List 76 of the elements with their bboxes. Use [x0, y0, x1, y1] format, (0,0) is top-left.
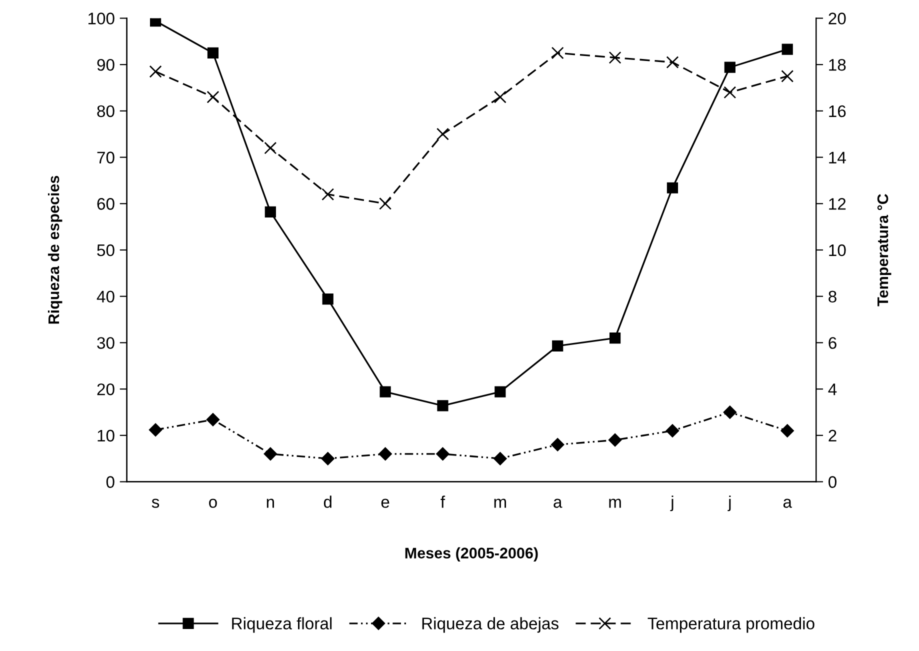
- y-tick-label: 90: [97, 58, 114, 71]
- y-tick-label: 60: [97, 198, 114, 210]
- point: [782, 44, 793, 55]
- y-tick-label: 40: [96, 290, 114, 303]
- x-tick-label: a: [554, 498, 562, 508]
- point: [148, 423, 162, 436]
- point: [149, 65, 162, 78]
- point: [380, 386, 391, 398]
- point: [609, 332, 621, 344]
- point: [436, 447, 450, 461]
- point: [206, 413, 220, 426]
- point: [322, 188, 334, 201]
- point: [322, 294, 334, 305]
- point: [207, 47, 219, 59]
- point: [781, 70, 794, 82]
- y-tick-label: 0: [106, 476, 114, 488]
- point: [608, 433, 622, 447]
- y2-tick-label: 6: [828, 337, 836, 349]
- x-tick-label: o: [209, 498, 217, 508]
- x-tick-label: a: [783, 498, 792, 508]
- legend-label: Riqueza floral: [232, 617, 332, 633]
- point: [552, 340, 564, 352]
- point: [150, 18, 162, 27]
- y2-tick-label: 10: [829, 244, 846, 256]
- y-tick-label: 70: [97, 152, 114, 164]
- point: [666, 424, 680, 438]
- y-tick-label: 80: [97, 105, 114, 118]
- point: [494, 90, 506, 104]
- point: [379, 197, 392, 210]
- x-tick-label: j: [728, 496, 731, 512]
- y2-tick-label: 16: [829, 105, 846, 118]
- point: [436, 128, 449, 140]
- x-tick-label: s: [152, 498, 160, 508]
- point: [264, 447, 278, 461]
- point: [551, 438, 564, 452]
- point: [724, 62, 736, 73]
- x-tick-label: e: [381, 498, 390, 508]
- y2-tick-label: 2: [828, 430, 836, 442]
- legend-label: Temperatura promedio: [648, 617, 814, 633]
- y2-axis-title: Temperatura °C: [877, 194, 892, 306]
- y2-tick-label: 8: [828, 290, 836, 303]
- legend-label: Riqueza de abejas: [422, 617, 558, 633]
- x-tick-label: d: [324, 496, 332, 508]
- y-tick-label: 20: [97, 383, 114, 396]
- y-tick-label: 100: [88, 12, 114, 24]
- x-tick-label: m: [494, 498, 506, 508]
- y2-tick-label: 14: [829, 152, 846, 164]
- y-tick-label: 10: [98, 430, 114, 442]
- point: [551, 46, 564, 60]
- point: [724, 86, 736, 99]
- point: [264, 142, 277, 154]
- x-axis-title: Meses (2005-2006): [405, 547, 538, 562]
- point: [437, 400, 448, 412]
- point: [666, 56, 679, 69]
- point: [264, 206, 276, 218]
- y2-tick-label: 18: [829, 58, 846, 71]
- x-tick-label: n: [266, 498, 274, 508]
- point: [206, 90, 220, 104]
- y2-tick-label: 0: [828, 476, 836, 488]
- point: [608, 51, 622, 64]
- point: [378, 447, 392, 461]
- y-tick-label: 50: [97, 244, 114, 256]
- y2-tick-label: 4: [828, 384, 837, 396]
- x-tick-label: j: [670, 496, 674, 512]
- y-axis-title: Riqueza de especies: [48, 176, 62, 324]
- point: [321, 452, 334, 466]
- y-tick-label: 30: [97, 337, 114, 349]
- y2-tick-label: 20: [828, 12, 846, 24]
- y2-tick-label: 12: [829, 198, 846, 210]
- point: [723, 406, 737, 419]
- point: [780, 424, 794, 438]
- x-tick-label: m: [609, 498, 621, 508]
- point: [666, 182, 678, 194]
- x-tick-label: f: [440, 496, 446, 508]
- point: [494, 452, 507, 466]
- point: [494, 386, 506, 398]
